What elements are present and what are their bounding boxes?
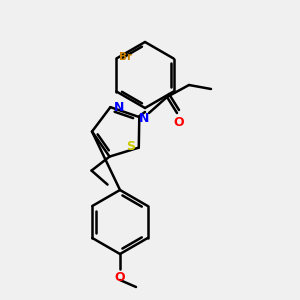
- Text: O: O: [115, 271, 125, 284]
- Text: Br: Br: [119, 52, 133, 61]
- Text: N: N: [113, 100, 124, 114]
- Text: N: N: [139, 112, 149, 125]
- Text: O: O: [174, 116, 184, 129]
- Text: S: S: [126, 140, 135, 153]
